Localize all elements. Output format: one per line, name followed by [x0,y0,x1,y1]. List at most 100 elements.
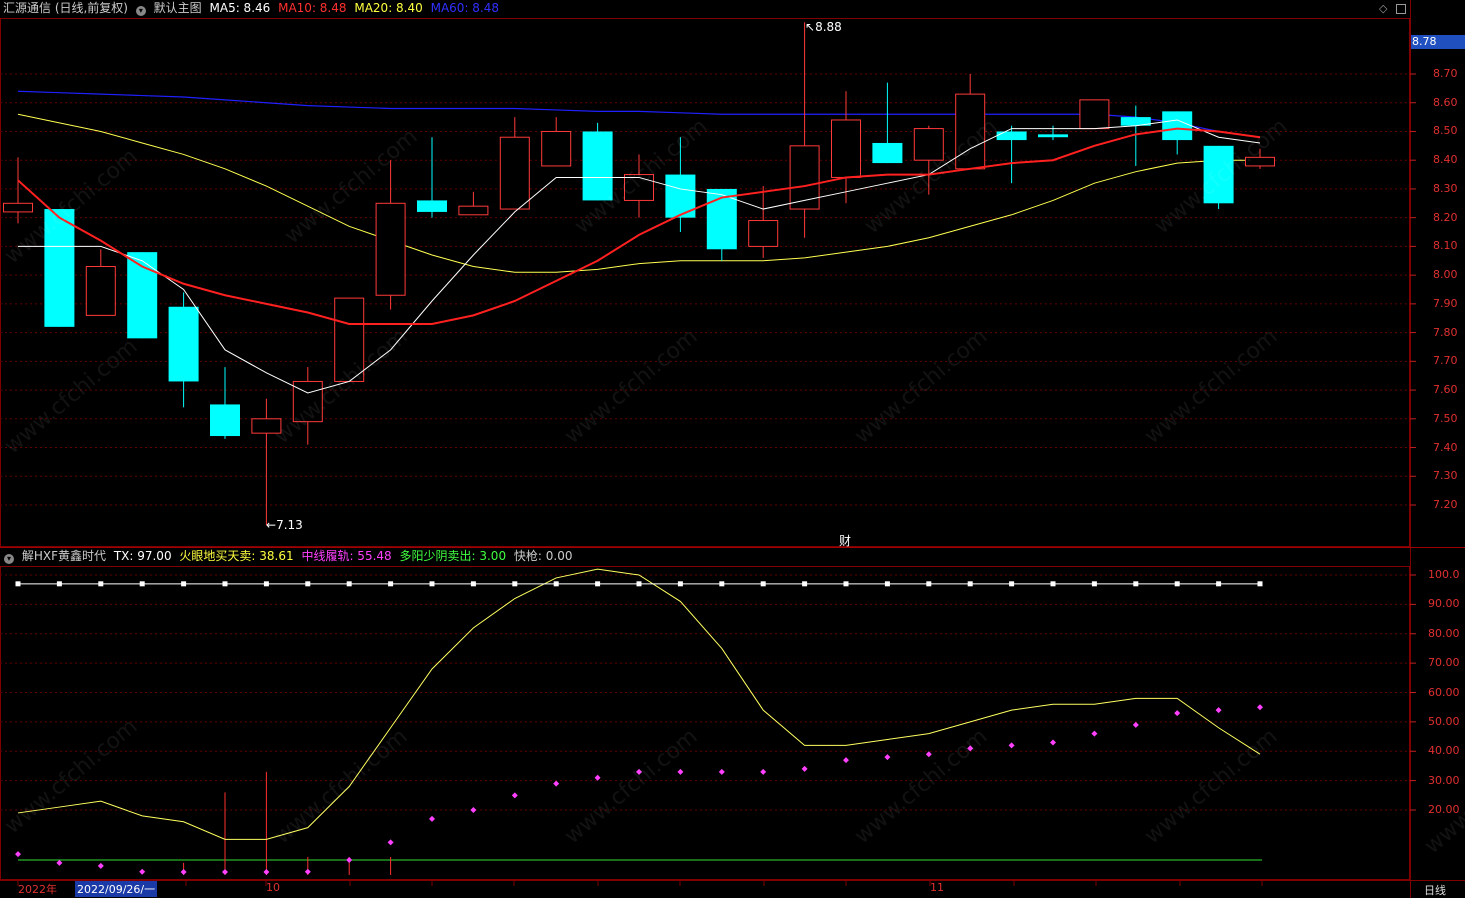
tx-marker [263,581,269,587]
indicator-tick-label: 80.00 [1428,626,1460,640]
tx-marker [512,581,518,587]
indicator-tick-label: 40.00 [1428,744,1460,758]
ma5-value: MA5: 8.46 [209,1,271,15]
midline-dot [56,859,63,866]
candle-up [624,174,654,201]
indicator-v4: 快枪: 0.00 [513,549,573,563]
midline-dot [97,862,104,869]
indicator-tx: TX: 97.00 [113,549,172,563]
candle-up [1245,156,1275,167]
candle-up [3,202,33,213]
main-pane-border [0,18,1410,547]
main-chart-label[interactable]: 默认主图 [153,1,202,15]
main-header: 汇源通信 (日线,前复权) ▾ 默认主图 MA5: 8.46 MA10: 8.4… [0,0,503,17]
high-price-label: ↖8.88 [805,20,842,34]
candle-up [789,145,820,210]
period-label[interactable]: 日线 [1424,884,1446,897]
chevron-down-icon[interactable]: ▾ [4,554,14,564]
ma20-line [17,113,1260,273]
candle-up [955,93,986,170]
indicator-tick-label: 90.00 [1428,597,1460,611]
tx-marker [595,581,601,587]
midline-dot [429,815,435,822]
midline-dot [1091,730,1098,737]
tx-marker [56,581,62,587]
indicator-header: ▾ 解HXF黄鑫时代 TX: 97.00 火眼地买天卖: 38.61 中线履轨:… [0,548,576,565]
tx-marker [802,581,808,587]
midline-dot [470,807,477,813]
price-tick-label: 8.10 [1433,239,1458,253]
price-tick-label: 7.40 [1433,440,1458,454]
tx-marker [98,581,104,587]
price-tick-label: 8.70 [1433,67,1458,80]
stock-title[interactable]: 汇源通信 (日线,前复权) [3,1,128,15]
tx-marker [222,581,228,587]
diamond-icon[interactable]: ◇ [1379,2,1388,15]
midline-dot [139,868,146,875]
tx-marker [553,581,559,587]
indicator-v1: 火眼地买天卖: 38.61 [179,549,294,563]
candle-down [582,131,613,201]
candle-up [748,220,779,247]
ma10-value: MA10: 8.48 [278,1,347,15]
tx-marker [719,581,725,587]
month-10-label: 10 [266,881,280,894]
tx-marker [926,581,932,587]
midline-dot [553,780,560,787]
midline-dot [1257,704,1263,711]
date-axis: 2022年 2022/09/26/一 10 11 [0,880,1410,898]
candle-up [85,266,116,316]
midline-dot [263,869,270,875]
candle-up [375,202,406,296]
maximize-icon[interactable] [1396,4,1406,14]
tx-marker [1133,581,1139,587]
midline-dot [594,774,601,781]
candle-down [1038,134,1068,138]
indicator-tick-label: 70.00 [1428,656,1460,670]
tx-marker [305,581,311,587]
ma5-line [18,119,1261,394]
tx-marker [843,581,849,587]
midline-dot [967,745,974,752]
tx-marker [967,581,973,587]
indicator-v3: 多阳少阴卖出: 3.00 [399,549,507,563]
price-tick-label: 8.40 [1433,153,1458,167]
candle-down [44,209,75,327]
tx-marker [181,581,187,587]
midline-dot [387,839,394,846]
candle-down [1203,145,1234,204]
tx-marker [388,581,394,587]
ma60-value: MA60: 8.48 [430,1,500,15]
price-tick-label: 7.50 [1433,411,1458,425]
candle-up [458,205,489,216]
midline-dot [925,751,932,758]
ma20-value: MA20: 8.40 [354,1,423,15]
price-tick-label: 7.70 [1433,354,1458,368]
candle-up [1079,99,1110,130]
midline-dot [636,768,642,775]
midline-dot [760,768,767,775]
midline-dot [718,768,725,775]
low-price-label: ←7.13 [266,518,303,532]
chevron-down-icon[interactable]: ▾ [135,6,146,16]
current-price-tag: 8.78 [1410,35,1465,49]
candle-up [831,119,861,178]
ma10-line [17,127,1261,325]
midline-dot [180,869,187,875]
tx-marker [1174,581,1180,587]
midline-dot [1008,742,1015,749]
midline-dot [1132,721,1139,728]
midline-dot [1215,707,1222,714]
price-tick-label: 7.60 [1433,383,1458,397]
candle-up [251,418,282,434]
midline-dot [1050,739,1056,746]
midline-dot [15,851,21,858]
finance-marker[interactable]: 财 [839,534,852,548]
indicator-line [17,568,1261,840]
indicator-name[interactable]: 解HXF黄鑫时代 [21,549,106,563]
indicator-tick-label: 30.00 [1428,773,1460,787]
candle-down [706,188,737,250]
ma60-line [17,90,1261,138]
tx-marker [884,581,890,587]
